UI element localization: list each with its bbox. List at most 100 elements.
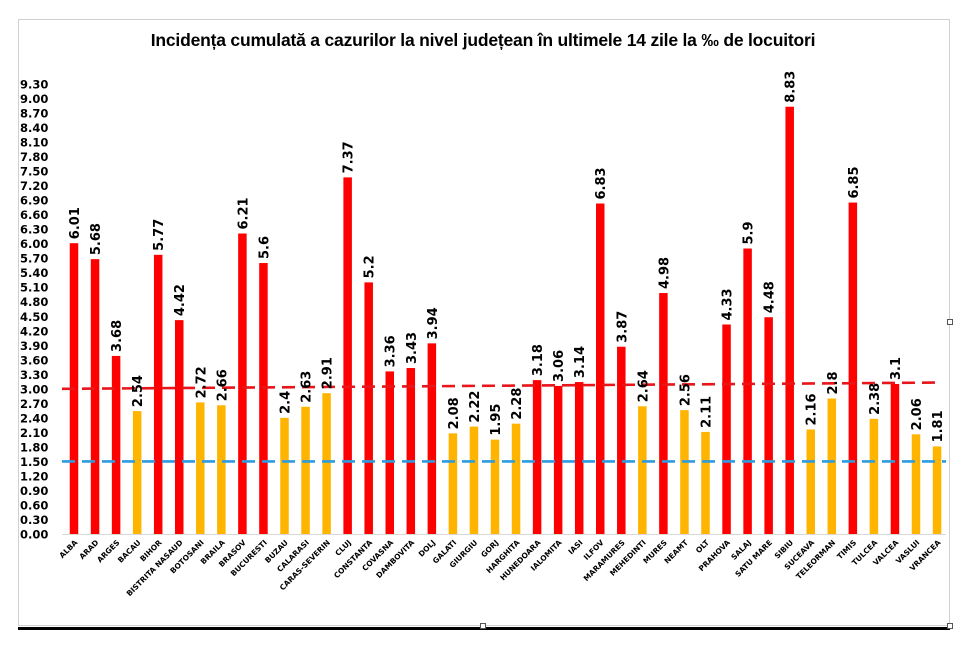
data-label: 2.22 bbox=[468, 391, 483, 423]
y-tick-label: 3.60 bbox=[20, 353, 48, 367]
bar-constanta bbox=[364, 282, 373, 534]
data-label: 3.14 bbox=[573, 346, 588, 378]
bar-cluj bbox=[343, 177, 352, 535]
bar-gorj bbox=[490, 439, 500, 534]
bar-hunedoara bbox=[532, 380, 542, 534]
bar-covasna bbox=[385, 371, 394, 534]
data-label: 5.9 bbox=[742, 221, 757, 244]
bar-iasi bbox=[574, 382, 584, 534]
y-tick-label: 1.80 bbox=[20, 440, 48, 454]
y-tick-label: 0.60 bbox=[20, 498, 48, 512]
x-tick-label: IASI bbox=[566, 538, 584, 556]
y-tick-label: 6.30 bbox=[20, 223, 48, 237]
bar-ialomita bbox=[553, 385, 563, 534]
bar-vrancea bbox=[932, 446, 942, 534]
data-label: 4.42 bbox=[173, 284, 188, 316]
data-label: 3.68 bbox=[110, 320, 125, 352]
y-tick-label: 8.10 bbox=[20, 136, 48, 150]
data-label: 2.64 bbox=[636, 370, 651, 402]
data-label: 6.85 bbox=[847, 166, 862, 198]
y-tick-label: 2.10 bbox=[20, 426, 48, 440]
y-tick-label: 5.40 bbox=[20, 266, 48, 280]
data-label: 4.48 bbox=[763, 281, 778, 313]
bar-satu-mare bbox=[764, 317, 773, 534]
data-label: 2.08 bbox=[447, 397, 462, 429]
y-tick-label: 5.70 bbox=[20, 252, 48, 266]
y-tick-label: 2.40 bbox=[20, 411, 48, 425]
bar-maramures bbox=[617, 346, 626, 534]
data-label: 3.06 bbox=[552, 350, 567, 382]
red-threshold-line bbox=[61, 381, 943, 391]
y-tick-label: 1.50 bbox=[20, 455, 48, 469]
y-tick-label: 6.60 bbox=[20, 208, 48, 222]
bar-arges bbox=[111, 355, 121, 534]
x-tick-label: OLT bbox=[694, 537, 712, 555]
bar-mehedinti bbox=[638, 406, 647, 534]
bar-harghita bbox=[511, 423, 521, 534]
bar-galati bbox=[448, 433, 458, 534]
resize-handle-bottom[interactable] bbox=[480, 623, 486, 629]
data-label: 3.18 bbox=[531, 344, 546, 376]
chart-title: Incidența cumulată a cazurilor la nivel … bbox=[150, 30, 816, 50]
bar-dambovita bbox=[406, 368, 416, 534]
bar-tulcea bbox=[869, 418, 879, 534]
data-label: 4.33 bbox=[721, 288, 736, 320]
x-tick-label: NEAMT bbox=[662, 537, 690, 565]
bar-prahova bbox=[722, 324, 731, 534]
data-label: 2.11 bbox=[700, 396, 715, 428]
y-tick-label: 3.30 bbox=[20, 368, 48, 382]
data-label: 2.06 bbox=[910, 398, 925, 430]
data-label: 7.37 bbox=[342, 141, 357, 173]
data-label: 2.72 bbox=[194, 366, 209, 398]
bar-brasov bbox=[238, 233, 247, 535]
y-tick-label: 6.90 bbox=[20, 194, 48, 208]
data-label: 5.77 bbox=[152, 219, 167, 251]
data-label: 1.81 bbox=[931, 410, 946, 442]
y-tick-label: 0.90 bbox=[20, 484, 48, 498]
y-tick-label: 8.70 bbox=[20, 107, 48, 121]
y-tick-label: 3.00 bbox=[20, 382, 48, 396]
bar-sibiu bbox=[785, 106, 794, 534]
data-label: 2.8 bbox=[826, 371, 841, 394]
bar-olt bbox=[701, 431, 710, 534]
bar-calarasi bbox=[301, 406, 310, 534]
bar-buzau bbox=[280, 417, 289, 534]
y-tick-label: 7.50 bbox=[20, 165, 48, 179]
bar-bucuresti bbox=[259, 263, 268, 534]
data-label: 3.94 bbox=[426, 307, 441, 339]
y-tick-label: 7.20 bbox=[20, 179, 48, 193]
chart-frame bbox=[18, 19, 950, 626]
data-label: 5.6 bbox=[257, 236, 272, 259]
data-label: 3.36 bbox=[384, 335, 399, 367]
data-labels: 6.01 5.68 3.68 2.54 5.77 4.42 2.72 2.66 6.21 5.6 2… bbox=[68, 71, 946, 443]
data-label: 2.66 bbox=[215, 369, 230, 401]
bar-bistrita-nasaud bbox=[175, 320, 184, 534]
x-tick-label: BACAU bbox=[116, 538, 143, 565]
bar-ilfov bbox=[596, 203, 605, 535]
y-axis: 0.000.300.600.901.201.501.802.102.402.70… bbox=[20, 78, 48, 542]
resize-handle-bottom-right[interactable] bbox=[947, 623, 953, 629]
data-label: 6.83 bbox=[594, 167, 609, 199]
y-tick-label: 6.00 bbox=[20, 237, 48, 251]
y-tick-label: 5.10 bbox=[20, 281, 48, 295]
data-label: 4.98 bbox=[657, 257, 672, 289]
y-tick-label: 8.40 bbox=[20, 121, 48, 135]
resize-handle-right[interactable] bbox=[947, 319, 953, 325]
bar-vaslui bbox=[911, 434, 921, 534]
bar-teleorman bbox=[827, 398, 837, 534]
data-label: 2.91 bbox=[321, 357, 336, 389]
y-tick-label: 7.80 bbox=[20, 150, 48, 164]
bar-arad bbox=[90, 259, 100, 534]
data-label: 2.4 bbox=[279, 391, 294, 414]
y-tick-label: 9.00 bbox=[20, 92, 48, 106]
bar-mures bbox=[659, 293, 668, 534]
bar-braila bbox=[217, 405, 226, 534]
bar-timis bbox=[848, 202, 858, 534]
data-label: 5.68 bbox=[89, 223, 104, 255]
bar-caras-severin bbox=[322, 393, 331, 534]
data-label: 1.95 bbox=[489, 404, 504, 436]
y-tick-label: 1.20 bbox=[20, 469, 48, 483]
bar-neamt bbox=[680, 410, 689, 534]
